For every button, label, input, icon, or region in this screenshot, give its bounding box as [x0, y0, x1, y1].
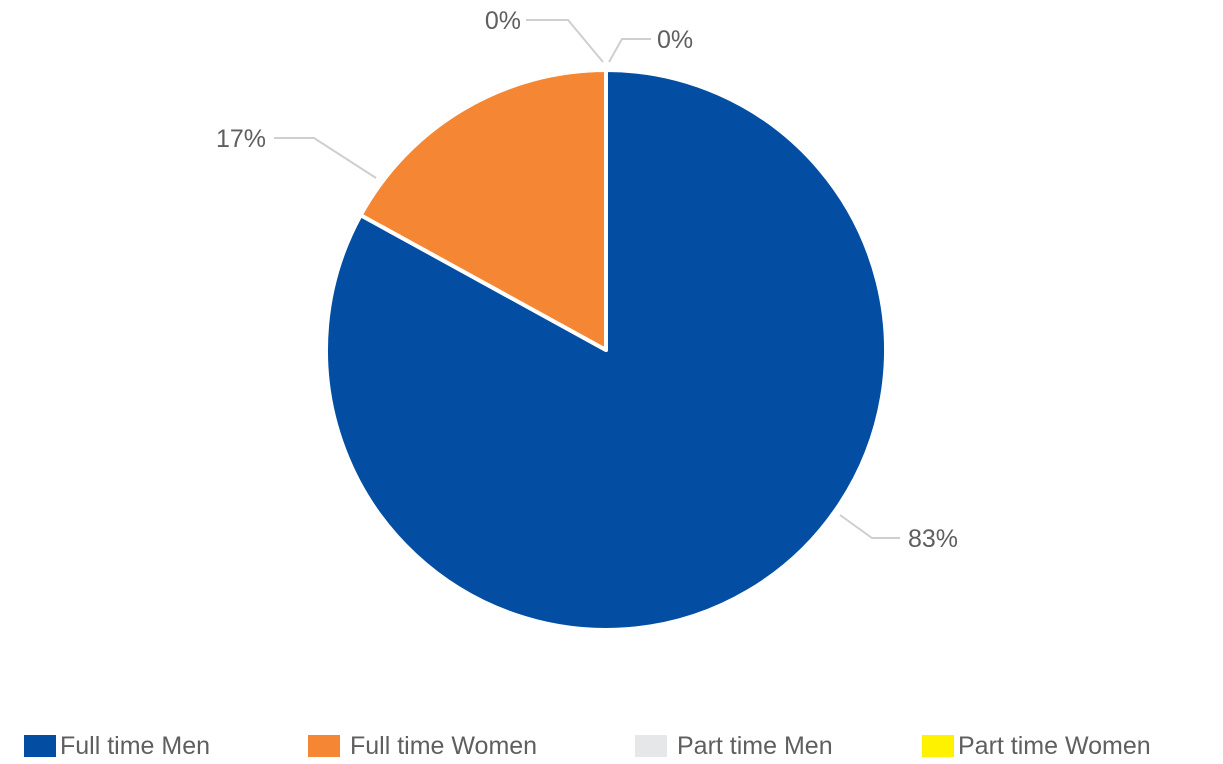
legend-swatch-full-time-women [308, 735, 340, 757]
legend-item-part-time-men: Part time Men [635, 728, 833, 764]
legend: Full time Men Full time Women Part time … [0, 728, 1223, 764]
leader-line-part-time-women [608, 38, 651, 63]
leader-line-part-time-men [526, 19, 604, 63]
legend-swatch-part-time-women [922, 735, 954, 757]
legend-swatch-part-time-men [635, 735, 667, 757]
leader-line-full-time-women [274, 137, 377, 179]
pie-slice-full-time-women [358, 68, 608, 352]
legend-item-part-time-women: Part time Women [922, 728, 1151, 764]
legend-label-part-time-men: Part time Men [677, 731, 833, 760]
legend-label-full-time-men: Full time Men [60, 731, 211, 760]
data-label-full-time-men: 83% [908, 525, 958, 553]
data-label-part-time-men: 0% [485, 7, 521, 35]
data-label-part-time-women: 0% [657, 26, 693, 54]
legend-label-full-time-women: Full time Women [350, 731, 538, 760]
legend-item-full-time-women: Full time Women [308, 728, 537, 764]
legend-label-part-time-women: Part time Women [958, 731, 1151, 760]
legend-item-full-time-men: Full time Men [24, 728, 210, 764]
data-label-full-time-women: 17% [216, 125, 266, 153]
pie-chart: 83% 17% 0% 0% [216, 7, 958, 632]
legend-swatch-full-time-men [24, 735, 56, 757]
leader-line-full-time-men [839, 514, 900, 539]
